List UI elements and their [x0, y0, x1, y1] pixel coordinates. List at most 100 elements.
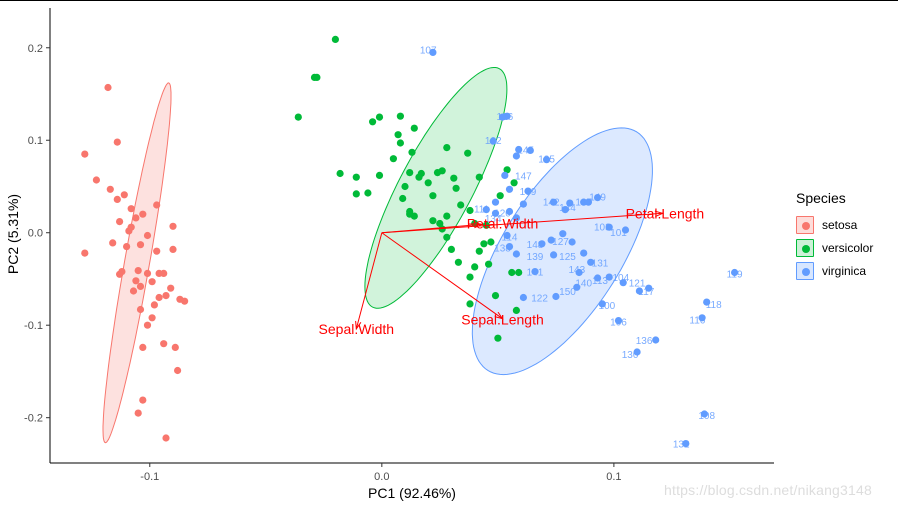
point-label: 136	[636, 336, 653, 347]
data-point-versicolor	[396, 112, 404, 120]
data-point-setosa	[132, 277, 140, 285]
data-point-virginica	[584, 198, 593, 206]
point-label: 127	[552, 237, 569, 248]
point-label: 143	[568, 265, 585, 276]
point-label: 117	[638, 287, 654, 298]
data-point-virginica	[512, 214, 521, 222]
data-point-versicolor	[475, 247, 483, 255]
legend-key-setosa	[796, 216, 814, 234]
point-label: 149	[589, 193, 606, 204]
point-label: 108	[698, 411, 715, 422]
data-point-versicolor	[331, 35, 339, 44]
data-point-versicolor	[491, 292, 500, 300]
data-point-virginica	[550, 198, 558, 206]
data-point-versicolor	[389, 155, 397, 163]
data-point-virginica	[491, 209, 500, 217]
point-label: 125	[559, 252, 576, 263]
data-point-virginica	[491, 198, 500, 206]
arrow-label: Petal.Length	[626, 205, 705, 221]
data-point-setosa	[174, 366, 182, 375]
point-label: 135	[538, 155, 555, 166]
data-point-versicolor	[454, 258, 462, 266]
data-point-versicolor	[510, 179, 518, 187]
data-point-versicolor	[310, 73, 319, 81]
data-point-versicolor	[410, 212, 418, 220]
data-point-versicolor	[438, 167, 446, 175]
data-point-versicolor	[352, 190, 360, 198]
point-label: 119	[727, 269, 743, 280]
legend-label: virginica	[822, 264, 867, 278]
data-point-versicolor	[369, 118, 377, 126]
data-point-virginica	[561, 206, 569, 214]
data-point-setosa	[127, 205, 135, 213]
arrow-head	[355, 320, 362, 331]
data-point-virginica	[573, 283, 581, 291]
legend-dot	[802, 268, 810, 276]
data-point-versicolor	[443, 144, 451, 152]
data-point-setosa	[127, 223, 135, 231]
data-point-versicolor	[485, 260, 493, 268]
point-label: 118	[706, 300, 722, 311]
data-point-virginica	[519, 293, 528, 302]
data-point-virginica	[635, 287, 644, 295]
data-point-setosa	[139, 343, 147, 351]
point-label: 142	[543, 197, 560, 208]
data-point-virginica	[429, 48, 437, 57]
data-point-setosa	[139, 396, 147, 404]
data-point-virginica	[489, 137, 497, 145]
data-point-versicolor	[406, 169, 414, 177]
data-point-versicolor	[399, 194, 407, 203]
x-tick-label: 0.0	[374, 471, 389, 483]
data-point-setosa	[134, 267, 142, 275]
y-tick-label: -0.2	[24, 413, 43, 425]
point-label: 114	[502, 232, 518, 243]
x-tick-label: 0.1	[606, 471, 621, 483]
data-point-virginica	[633, 348, 641, 356]
data-point-versicolor	[375, 171, 384, 179]
data-point-setosa	[136, 305, 145, 314]
data-point-setosa	[113, 138, 121, 146]
data-point-versicolor	[294, 113, 302, 121]
point-label: 126	[496, 112, 513, 123]
point-label: 140	[575, 279, 592, 290]
legend-key-versicolor	[796, 239, 814, 257]
x-axis-title: PC1 (92.46%)	[368, 485, 456, 501]
point-label: 111	[474, 205, 490, 216]
arrow-label: Sepal.Length	[461, 312, 544, 328]
data-point-virginica	[547, 236, 555, 244]
data-point-versicolor	[410, 124, 418, 132]
data-point-virginica	[605, 223, 613, 231]
point-label: 102	[485, 136, 502, 147]
legend-label: versicolor	[822, 241, 874, 255]
data-point-virginica	[505, 207, 514, 216]
data-point-setosa	[167, 284, 175, 292]
arrow-head	[494, 311, 504, 320]
data-point-versicolor	[336, 169, 344, 178]
data-point-virginica	[524, 187, 532, 195]
data-point-versicolor	[401, 182, 409, 191]
data-point-virginica	[526, 146, 534, 154]
point-label: 101	[610, 228, 627, 239]
data-point-setosa	[92, 176, 100, 184]
data-point-virginica	[614, 317, 623, 325]
legend-dot	[802, 245, 810, 253]
arrow-head	[654, 210, 665, 218]
data-point-versicolor	[447, 245, 455, 253]
data-point-setosa	[171, 343, 179, 351]
data-point-virginica	[682, 440, 690, 448]
data-point-versicolor	[464, 149, 472, 157]
data-point-setosa	[160, 340, 168, 348]
point-label: 109	[520, 187, 537, 198]
data-point-virginica	[619, 279, 627, 287]
data-point-versicolor	[406, 207, 414, 216]
data-point-setosa	[116, 218, 124, 226]
legend-title: Species	[796, 190, 846, 206]
data-point-virginica	[645, 284, 653, 292]
loading-arrow	[381, 223, 482, 234]
point-label: 148	[527, 240, 544, 251]
data-point-virginica	[531, 268, 539, 276]
point-label: 103	[594, 222, 611, 233]
data-point-versicolor	[480, 240, 488, 248]
data-point-virginica	[652, 336, 660, 344]
